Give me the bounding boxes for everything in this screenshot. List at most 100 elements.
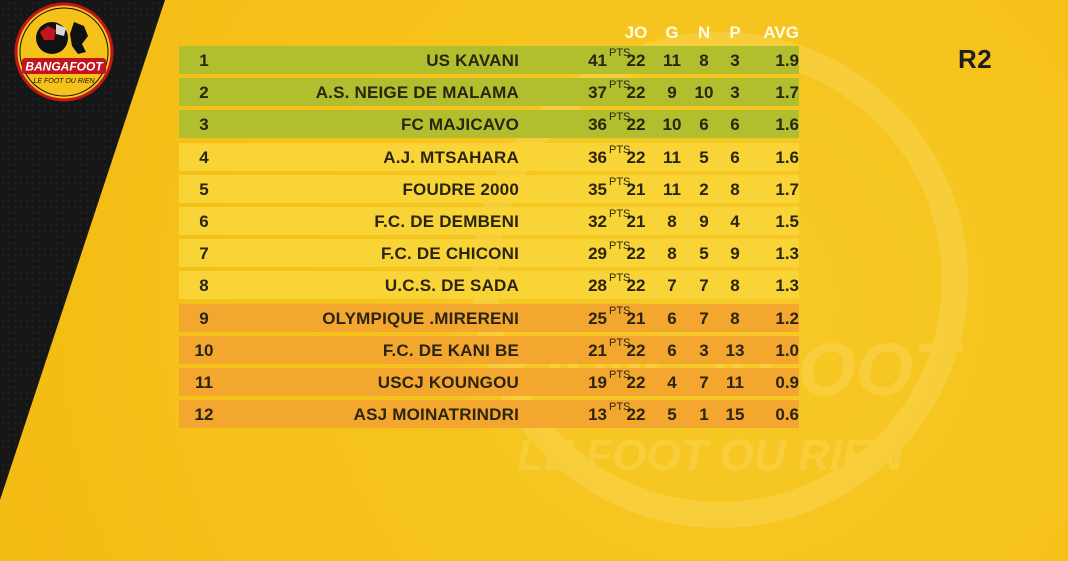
average-cell: 1.3 bbox=[775, 244, 799, 264]
points-cell: 28 PTS bbox=[557, 272, 630, 296]
losses-cell: 8 bbox=[730, 308, 740, 328]
played-cell: 22 bbox=[626, 276, 646, 296]
points-cell: 19 PTS bbox=[557, 369, 630, 393]
played-cell: 22 bbox=[626, 244, 646, 264]
played-cell: 22 bbox=[626, 340, 646, 360]
rank-cell: 11 bbox=[195, 372, 213, 392]
losses-cell: 8 bbox=[730, 179, 740, 199]
average-cell: 1.3 bbox=[775, 276, 799, 296]
points-unit: PTS bbox=[609, 207, 631, 220]
table-row: 5 FOUDRE 2000 35 PTS 21 11 2 8 1.7 bbox=[179, 174, 799, 203]
played-cell: 21 bbox=[626, 179, 646, 199]
table-row: 7 F.C. DE CHICONI 29 PTS 22 8 5 9 1.3 bbox=[179, 239, 799, 268]
points-unit: PTS bbox=[609, 304, 631, 317]
rank-cell: 10 bbox=[194, 340, 214, 360]
points-cell: 37 PTS bbox=[557, 79, 630, 103]
points-unit: PTS bbox=[609, 272, 631, 285]
rank-cell: 5 bbox=[199, 179, 209, 199]
average-cell: 1.2 bbox=[775, 308, 799, 328]
points-value: 28 bbox=[588, 276, 607, 296]
soccer-ball-icon bbox=[36, 22, 68, 54]
points-cell: 25 PTS bbox=[557, 305, 630, 329]
wins-cell: 4 bbox=[667, 372, 677, 392]
average-cell: 1.7 bbox=[775, 83, 799, 103]
points-unit: PTS bbox=[609, 401, 631, 414]
team-name-cell: ASJ MOINATRINDRI bbox=[353, 405, 519, 425]
wins-cell: 10 bbox=[662, 115, 682, 135]
points-value: 37 bbox=[588, 83, 607, 103]
rank-cell: 3 bbox=[199, 115, 209, 135]
rank-cell: 1 bbox=[199, 51, 209, 70]
header-g: G bbox=[665, 23, 679, 42]
rank-cell: 2 bbox=[199, 83, 209, 103]
average-cell: 1.6 bbox=[775, 147, 799, 167]
points-unit: PTS bbox=[609, 111, 631, 124]
watermark-tagline: LE FOOT OU RIEN bbox=[517, 431, 904, 480]
points-unit: PTS bbox=[609, 336, 631, 349]
points-value: 32 bbox=[588, 211, 607, 231]
draws-cell: 6 bbox=[699, 115, 709, 135]
rank-cell: 12 bbox=[194, 405, 214, 425]
points-value: 19 bbox=[588, 372, 607, 392]
losses-cell: 6 bbox=[730, 115, 740, 135]
team-name-cell: USCJ KOUNGOU bbox=[377, 372, 519, 392]
points-cell: 32 PTS bbox=[557, 208, 630, 232]
losses-cell: 9 bbox=[730, 244, 740, 264]
team-name-cell: FOUDRE 2000 bbox=[402, 179, 519, 199]
points-cell: 35 PTS bbox=[557, 176, 630, 200]
average-cell: 1.7 bbox=[775, 179, 799, 199]
team-name-cell: F.C. DE KANI BE bbox=[382, 340, 519, 360]
bangafoot-logo: BANGAFOOT LE FOOT OU RIEN bbox=[14, 2, 114, 102]
table-row: 3 FC MAJICAVO 36 PTS 22 10 6 6 1.6 bbox=[179, 110, 799, 139]
header-p: P bbox=[729, 23, 741, 42]
team-name-cell: U.C.S. DE SADA bbox=[384, 276, 519, 296]
table-row: 12 ASJ MOINATRINDRI 13 PTS 22 5 1 15 0.6 bbox=[179, 400, 799, 429]
wins-cell: 9 bbox=[667, 83, 677, 103]
region-label: R2 bbox=[958, 44, 993, 74]
points-cell: 36 PTS bbox=[557, 144, 630, 168]
played-cell: 22 bbox=[626, 147, 646, 167]
wins-cell: 6 bbox=[667, 340, 677, 360]
logo-text: BANGAFOOT bbox=[25, 60, 104, 74]
played-cell: 22 bbox=[626, 51, 646, 70]
average-cell: 1.9 bbox=[775, 51, 799, 70]
average-cell: 1.5 bbox=[775, 211, 799, 231]
points-value: 35 bbox=[588, 179, 607, 199]
points-unit: PTS bbox=[609, 240, 631, 253]
rank-cell: 9 bbox=[199, 308, 209, 328]
table-row: 6 F.C. DE DEMBENI 32 PTS 21 8 9 4 1.5 bbox=[179, 206, 799, 235]
losses-cell: 15 bbox=[725, 405, 745, 425]
table-row: 10 F.C. DE KANI BE 21 PTS 22 6 3 13 1.0 bbox=[179, 335, 799, 364]
wins-cell: 11 bbox=[663, 179, 681, 199]
rank-cell: 8 bbox=[199, 276, 209, 296]
points-unit: PTS bbox=[609, 79, 631, 92]
table-row: 4 A.J. MTSAHARA 36 PTS 22 11 5 6 1.6 bbox=[179, 142, 799, 171]
logo-tagline: LE FOOT OU RIEN bbox=[33, 78, 95, 85]
points-cell: 13 PTS bbox=[557, 401, 630, 425]
wins-cell: 8 bbox=[667, 244, 677, 264]
team-name-cell: A.J. MTSAHARA bbox=[383, 147, 519, 167]
losses-cell: 3 bbox=[730, 51, 740, 70]
draws-cell: 5 bbox=[699, 244, 709, 264]
wins-cell: 5 bbox=[667, 405, 677, 425]
points-unit: PTS bbox=[609, 47, 631, 59]
losses-cell: 6 bbox=[730, 147, 740, 167]
played-cell: 21 bbox=[626, 211, 646, 231]
team-name-cell: F.C. DE CHICONI bbox=[380, 244, 519, 264]
team-name-cell: F.C. DE DEMBENI bbox=[374, 211, 519, 231]
draws-cell: 5 bbox=[699, 147, 709, 167]
draws-cell: 2 bbox=[699, 179, 709, 199]
points-value: 21 bbox=[588, 340, 607, 360]
points-value: 36 bbox=[588, 115, 607, 135]
average-cell: 0.9 bbox=[775, 372, 799, 392]
draws-cell: 7 bbox=[699, 372, 709, 392]
table-body: 1 US KAVANI 41 PTS 22 11 8 3 1.9 2 A.S. … bbox=[179, 46, 799, 429]
table-header: JO G N P AVG bbox=[179, 18, 799, 46]
average-cell: 1.6 bbox=[775, 115, 799, 135]
points-value: 36 bbox=[588, 147, 607, 167]
team-name-cell: OLYMPIQUE .MIRERENI bbox=[322, 308, 519, 328]
standings-table: JO G N P AVG 1 US KAVANI 41 PTS 22 11 8 … bbox=[179, 18, 799, 432]
losses-cell: 11 bbox=[726, 372, 744, 392]
losses-cell: 3 bbox=[730, 83, 740, 103]
